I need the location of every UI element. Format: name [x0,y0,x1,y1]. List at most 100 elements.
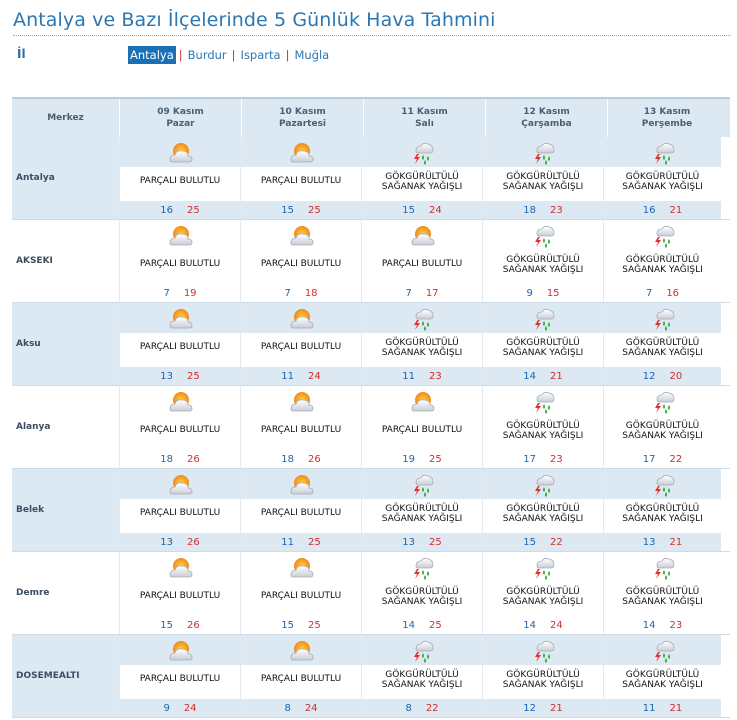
max-temperature: 24 [308,371,321,382]
temperature-range: 14 25 [362,620,482,631]
partly-cloudy-icon [409,223,435,249]
max-temperature: 21 [550,371,563,382]
max-temperature: 21 [550,703,563,714]
row-location-name: Aksu [12,303,119,385]
thunder-shower-icon [650,389,676,415]
forecast-cell: PARÇALI BULUTLU 18 26 [119,386,240,468]
city-tabs: Antalya | Burdur | Isparta | Muğla [128,46,331,64]
city-tab-mugla[interactable]: Muğla [294,48,330,62]
city-tab-antalya[interactable]: Antalya [128,46,176,64]
forecast-description-line: SAĞANAK YAĞIŞLI [502,514,584,524]
forecast-description: GÖKGÜRÜLTÜLÜ SAĞANAK YAĞIŞLI [604,421,721,441]
forecast-description: GÖKGÜRÜLTÜLÜ SAĞANAK YAĞIŞLI [483,338,603,358]
forecast-description: GÖKGÜRÜLTÜLÜ SAĞANAK YAĞIŞLI [604,172,721,192]
forecast-cell: PARÇALI BULUTLU 11 24 [240,303,361,385]
min-temperature: 16 [642,205,656,216]
max-temperature: 26 [308,454,321,465]
min-temperature: 19 [402,454,415,465]
forecast-description: GÖKGÜRÜLTÜLÜ SAĞANAK YAĞIŞLI [362,338,482,358]
forecast-cell: PARÇALI BULUTLU 13 26 [119,469,240,551]
forecast-description: GÖKGÜRÜLTÜLÜ SAĞANAK YAĞIŞLI [362,504,482,524]
max-temperature: 19 [183,288,197,299]
forecast-description: PARÇALI BULUTLU [120,674,240,684]
temperature-range: 19 25 [362,454,482,465]
row-location-name: AKSEKI [16,256,53,266]
min-temperature: 15 [523,537,536,548]
city-tab-burdur[interactable]: Burdur [187,48,227,62]
min-temperature: 18 [523,205,536,216]
forecast-description-line: GÖKGÜRÜLTÜLÜ [625,172,700,182]
thunder-shower-icon [409,555,435,581]
forecast-description: GÖKGÜRÜLTÜLÜ SAĞANAK YAĞIŞLI [483,587,603,607]
min-temperature: 8 [405,703,412,714]
forecast-cell: GÖKGÜRÜLTÜLÜ SAĞANAK YAĞIŞLI 9 15 [482,220,603,302]
max-temperature: 24 [183,703,197,714]
partly-cloudy-icon [288,140,314,166]
partly-cloudy-icon [167,555,193,581]
table-row: Aksu PARÇALI BULUTLU 13 25 PARÇALI BULUTLU 11… [12,303,730,386]
temperature-range: 17 22 [604,454,721,465]
max-temperature: 21 [669,205,683,216]
forecast-description-line: GÖKGÜRÜLTÜLÜ [625,338,700,348]
cell-band [362,533,482,551]
table-row: AKSEKI PARÇALI BULUTLU 7 19 PARÇALI BULUTLU 7… [12,220,730,303]
forecast-description-line: SAĞANAK YAĞIŞLI [622,514,703,524]
min-temperature: 9 [163,703,170,714]
city-tab-isparta[interactable]: Isparta [240,48,281,62]
thunder-shower-icon [530,389,556,415]
forecast-description: PARÇALI BULUTLU [241,176,361,186]
forecast-cell: PARÇALI BULUTLU 15 25 [240,137,361,219]
forecast-description-line: PARÇALI BULUTLU [260,425,342,435]
min-temperature: 12 [642,371,656,382]
forecast-description: GÖKGÜRÜLTÜLÜ SAĞANAK YAĞIŞLI [604,338,721,358]
forecast-description-line: PARÇALI BULUTLU [260,259,342,269]
cell-band [362,201,482,219]
forecast-description-line: PARÇALI BULUTLU [139,508,221,518]
min-temperature: 7 [284,288,291,299]
thunder-shower-icon [530,140,556,166]
max-temperature: 22 [425,703,439,714]
forecast-cell: PARÇALI BULUTLU 19 25 [361,386,482,468]
forecast-description: GÖKGÜRÜLTÜLÜ SAĞANAK YAĞIŞLI [483,421,603,441]
thunder-shower-icon [530,306,556,332]
temperature-range: 16 21 [604,205,721,216]
row-location-name: DOSEMEALTI [12,635,119,717]
table-header: Merkez 09 Kasım Pazar 10 Kasım Pazartesi 1… [12,97,730,137]
cell-band [120,699,240,717]
temperature-range: 14 24 [483,620,603,631]
forecast-cell: PARÇALI BULUTLU 9 24 [119,635,240,717]
min-temperature: 7 [405,288,412,299]
cell-band [120,533,240,551]
forecast-description-line: PARÇALI BULUTLU [139,674,221,684]
table-body: Antalya PARÇALI BULUTLU 16 25 PARÇALI BULUTL… [12,137,730,718]
forecast-description-line: GÖKGÜRÜLTÜLÜ [625,421,700,431]
cell-band [483,367,603,385]
max-temperature: 25 [308,620,321,631]
row-location-name: Demre [16,588,50,598]
min-temperature: 18 [160,454,173,465]
temperature-range: 15 25 [241,205,361,216]
thunder-shower-icon [409,638,435,664]
min-temperature: 15 [281,205,294,216]
thunder-shower-icon [409,140,435,166]
min-temperature: 13 [642,537,656,548]
row-location-name: Antalya [12,137,119,219]
cell-band [362,367,482,385]
temperature-range: 12 20 [604,371,721,382]
forecast-description: PARÇALI BULUTLU [120,259,240,269]
temperature-range: 13 25 [362,537,482,548]
forecast-description-line: PARÇALI BULUTLU [139,591,221,601]
forecast-cell: GÖKGÜRÜLTÜLÜ SAĞANAK YAĞIŞLI 11 21 [603,635,721,717]
partly-cloudy-icon [288,638,314,664]
forecast-description-line: GÖKGÜRÜLTÜLÜ [506,587,580,597]
temperature-range: 8 22 [362,703,482,714]
forecast-cell: GÖKGÜRÜLTÜLÜ SAĞANAK YAĞIŞLI 12 21 [482,635,603,717]
thunder-shower-icon [650,140,676,166]
temperature-range: 9 15 [483,288,603,299]
forecast-cell: PARÇALI BULUTLU 18 26 [240,386,361,468]
header-date: 13 Kasım [643,107,691,117]
thunder-shower-icon [530,472,556,498]
forecast-description-line: GÖKGÜRÜLTÜLÜ [385,338,459,348]
partly-cloudy-icon [167,306,193,332]
forecast-cell: GÖKGÜRÜLTÜLÜ SAĞANAK YAĞIŞLI 14 21 [482,303,603,385]
